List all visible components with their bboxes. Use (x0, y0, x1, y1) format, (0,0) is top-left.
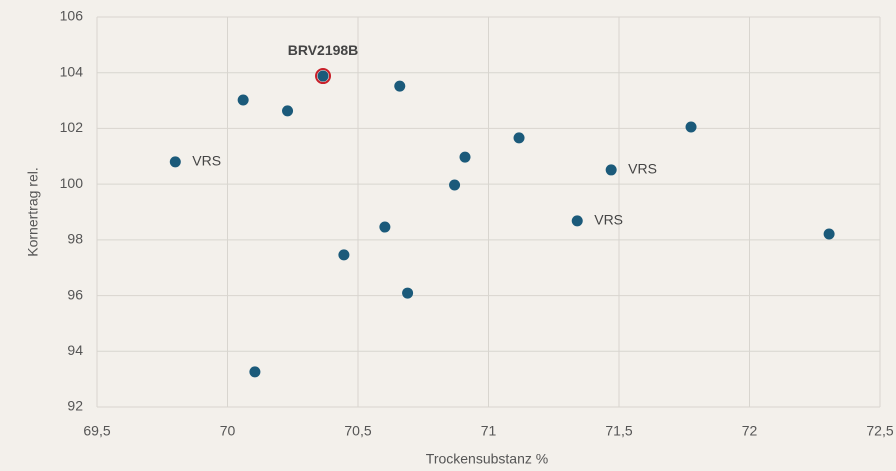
point (685, 121, 697, 133)
point (338, 249, 350, 261)
y-tick-label: 104 (60, 63, 84, 79)
x-tick-label: 70,5 (344, 423, 371, 439)
point (513, 132, 525, 144)
x-tick-label: 71 (481, 423, 497, 439)
highlight-ring (315, 68, 332, 85)
point (571, 215, 583, 227)
point-label: BRV2198B (288, 42, 359, 58)
point (379, 221, 391, 233)
point (169, 156, 181, 168)
point (459, 151, 471, 163)
point (449, 179, 461, 191)
point (394, 80, 406, 92)
y-tick-label: 92 (67, 398, 83, 414)
point (605, 164, 617, 176)
x-tick-label: 72 (742, 423, 758, 439)
x-tick-label: 71,5 (605, 423, 632, 439)
point (237, 94, 249, 106)
x-tick-label: 70 (220, 423, 236, 439)
point (282, 105, 294, 117)
point-label: VRS (192, 153, 221, 169)
point-label: VRS (628, 161, 657, 177)
x-tick-label: 69,5 (83, 423, 110, 439)
y-tick-label: 94 (67, 342, 83, 358)
point-label: VRS (594, 212, 623, 228)
x-tick-label: 72,5 (866, 423, 893, 439)
y-tick-label: 106 (60, 8, 84, 24)
y-tick-label: 98 (67, 231, 83, 247)
point (823, 228, 835, 240)
y-tick-label: 102 (60, 119, 84, 135)
y-axis-title: Kornertrag rel. (25, 167, 41, 256)
point (317, 70, 329, 82)
y-tick-label: 96 (67, 286, 83, 302)
x-axis-title: Trockensubstanz % (426, 451, 548, 467)
y-tick-label: 100 (60, 175, 84, 191)
point (249, 366, 261, 378)
point (402, 287, 414, 299)
